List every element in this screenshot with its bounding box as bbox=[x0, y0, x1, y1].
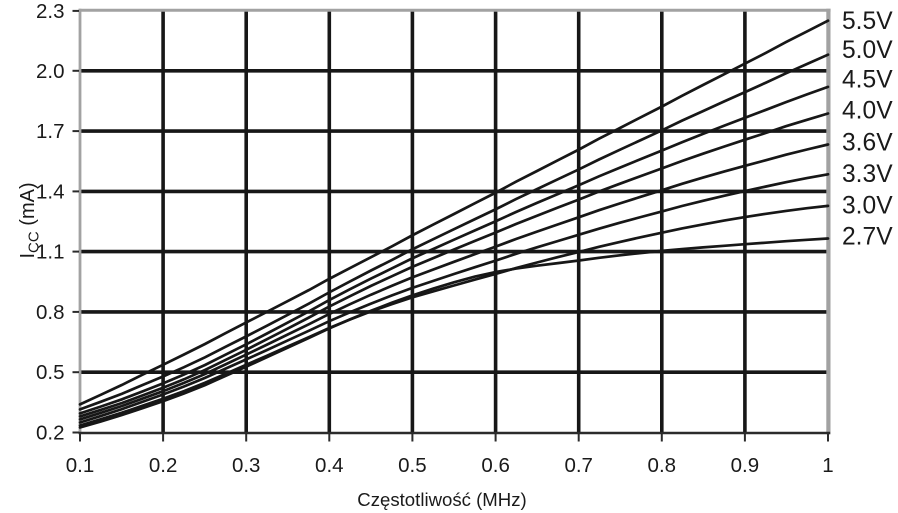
svg-text:5.5V: 5.5V bbox=[842, 8, 893, 35]
svg-text:Częstotliwość (MHz): Częstotliwość (MHz) bbox=[357, 489, 526, 510]
svg-text:0.5: 0.5 bbox=[398, 454, 427, 477]
svg-text:3.6V: 3.6V bbox=[842, 130, 893, 157]
svg-text:1: 1 bbox=[822, 454, 833, 477]
svg-text:0.8: 0.8 bbox=[648, 454, 677, 477]
svg-text:0.2: 0.2 bbox=[149, 454, 178, 477]
svg-text:0.7: 0.7 bbox=[564, 454, 593, 477]
svg-text:2.7V: 2.7V bbox=[842, 224, 893, 251]
svg-text:0.3: 0.3 bbox=[232, 454, 261, 477]
svg-text:0.2: 0.2 bbox=[36, 422, 65, 445]
svg-text:0.5: 0.5 bbox=[36, 361, 65, 384]
svg-text:ICC (mA): ICC (mA) bbox=[17, 182, 43, 258]
svg-text:3.0V: 3.0V bbox=[842, 193, 893, 220]
svg-text:2.3: 2.3 bbox=[36, 0, 65, 23]
svg-text:4.0V: 4.0V bbox=[842, 98, 893, 125]
svg-text:1.7: 1.7 bbox=[36, 120, 65, 143]
svg-text:4.5V: 4.5V bbox=[842, 67, 893, 94]
svg-text:0.1: 0.1 bbox=[66, 454, 95, 477]
svg-text:0.8: 0.8 bbox=[36, 301, 65, 324]
svg-text:0.9: 0.9 bbox=[731, 454, 760, 477]
svg-text:1.1: 1.1 bbox=[36, 241, 65, 264]
svg-text:1.4: 1.4 bbox=[36, 180, 65, 203]
svg-text:5.0V: 5.0V bbox=[842, 37, 893, 64]
svg-text:3.3V: 3.3V bbox=[842, 161, 893, 188]
svg-text:2.0: 2.0 bbox=[36, 60, 65, 83]
svg-text:0.4: 0.4 bbox=[315, 454, 344, 477]
svg-text:0.6: 0.6 bbox=[481, 454, 510, 477]
